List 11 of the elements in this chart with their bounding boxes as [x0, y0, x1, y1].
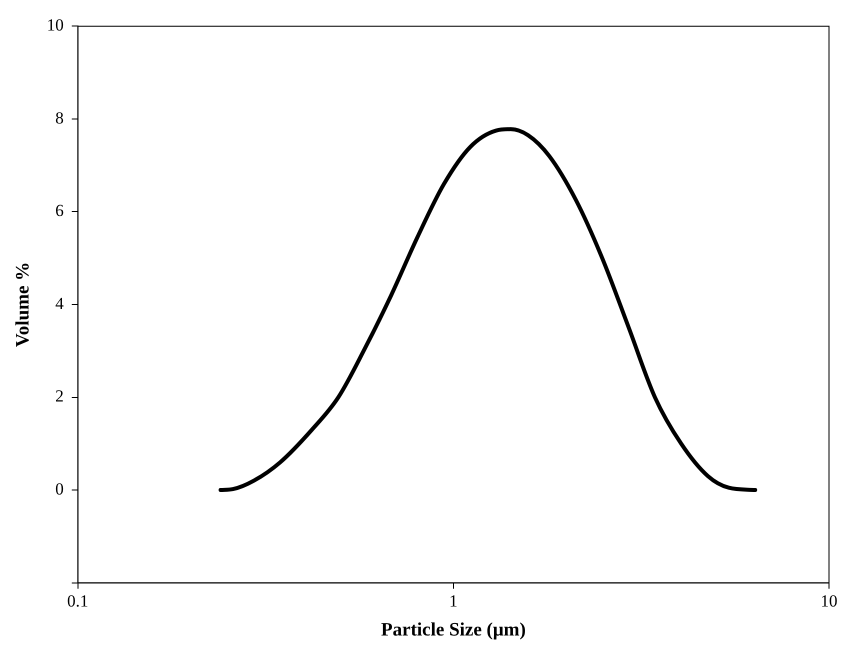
x-tick-label: 0.1 [67, 591, 88, 610]
x-axis-title: Particle Size (μm) [381, 620, 526, 641]
y-tick-label: 2 [55, 386, 64, 406]
y-tick-label: 6 [55, 201, 64, 220]
y-tick-label: 0 [55, 480, 64, 498]
y-tick-label: 10 [46, 16, 64, 35]
y-axis-title: Volume % [12, 262, 34, 348]
y-tick-label: 4 [55, 294, 64, 313]
x-tick-label: 10 [820, 591, 838, 610]
y-tick-label: 8 [55, 108, 64, 128]
x-tick-label: 1 [449, 591, 458, 610]
